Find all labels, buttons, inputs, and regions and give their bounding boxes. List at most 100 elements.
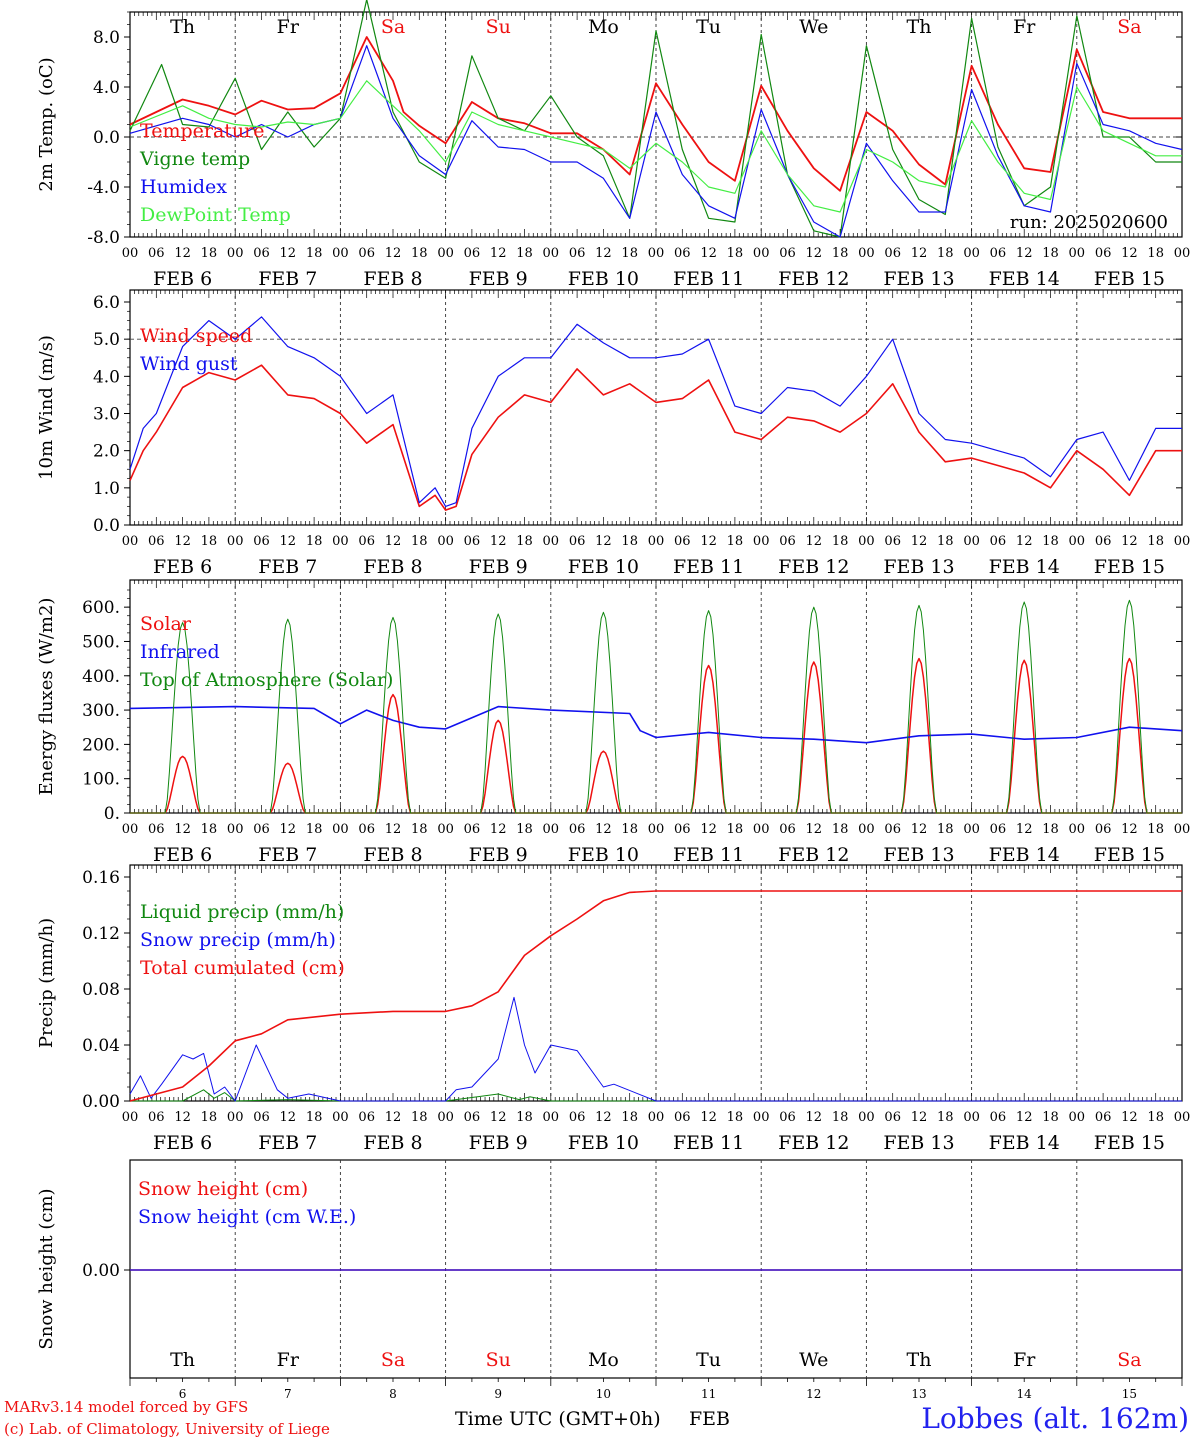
run-annotation: run: 2025020600 <box>1010 212 1168 233</box>
legend-entry: Snow height (cm) <box>138 1178 308 1200</box>
hour-tick-label: 00 <box>437 246 454 261</box>
hour-tick-label: 18 <box>516 534 533 549</box>
panel-temperature: -8.0 -4.0 0.0 4.0 8.0 2m Temp. (oC) Temperatur… <box>36 0 1190 290</box>
hour-tick-label: 12 <box>280 246 297 261</box>
weekday-label: Fr <box>277 16 300 38</box>
hour-tick-label: 12 <box>385 534 402 549</box>
legend-entry: Snow height (cm W.E.) <box>138 1206 356 1228</box>
hour-tick-label: 18 <box>832 534 849 549</box>
y-axis-label: Energy fluxes (W/m2) <box>36 598 57 796</box>
hour-tick-label: 00 <box>543 534 560 549</box>
hour-tick-label: 00 <box>648 822 665 837</box>
hour-tick-label: 06 <box>358 246 375 261</box>
hour-tick-label: 00 <box>227 822 244 837</box>
hour-tick-label: 18 <box>937 1110 954 1125</box>
hour-tick-label: 18 <box>1147 246 1164 261</box>
hour-tick-label: 18 <box>201 534 218 549</box>
y-tick-label: 200. <box>82 735 120 755</box>
y-tick-label: 6.0 <box>93 293 120 313</box>
date-label: FEB 8 <box>363 844 422 866</box>
hour-tick-label: 06 <box>674 1110 691 1125</box>
y-tick-label: 0. <box>104 804 120 824</box>
hour-tick-label: 06 <box>1095 534 1112 549</box>
date-label: FEB 10 <box>568 268 639 290</box>
hour-tick-label: 18 <box>937 822 954 837</box>
legend-entry: Wind speed <box>140 325 252 347</box>
hour-tick-label: 06 <box>253 1110 270 1125</box>
hour-tick-label: 06 <box>358 1110 375 1125</box>
weekday-label: We <box>799 1349 828 1371</box>
hour-tick-label: 00 <box>437 534 454 549</box>
hour-tick-label: 06 <box>569 822 586 837</box>
panel-energy: 0. 100. 200. 300. 400. 500. 600. Energy fluxes … <box>36 579 1190 866</box>
hour-tick-label: 12 <box>174 1110 191 1125</box>
series-line-wind-speed <box>129 364 1182 511</box>
hour-tick-label: 12 <box>385 822 402 837</box>
hour-tick-label: 00 <box>963 534 980 549</box>
y-tick-label: 0.08 <box>82 980 120 1000</box>
hour-tick-label: 00 <box>332 1110 349 1125</box>
xaxis-title: Time UTC (GMT+0h) <box>455 1408 661 1430</box>
hour-tick-label: 12 <box>490 1110 507 1125</box>
hour-tick-label: 18 <box>1042 822 1059 837</box>
hour-tick-label: 12 <box>1121 534 1138 549</box>
hour-tick-label: 06 <box>253 822 270 837</box>
hour-tick-label: 06 <box>1095 822 1112 837</box>
series-line-snow-precip-mm-h <box>129 996 1182 1102</box>
hour-tick-label: 12 <box>911 1110 928 1125</box>
hour-tick-label: 12 <box>911 822 928 837</box>
hour-tick-label: 06 <box>569 534 586 549</box>
hour-tick-label: 18 <box>411 534 428 549</box>
weekday-label: Mo <box>588 1349 619 1371</box>
hour-tick-label: 18 <box>306 822 323 837</box>
hour-tick-label: 12 <box>1016 1110 1033 1125</box>
date-label: FEB 13 <box>883 556 954 578</box>
weekday-label: Th <box>170 1349 195 1371</box>
date-label: FEB 10 <box>568 556 639 578</box>
hour-tick-label: 18 <box>1042 246 1059 261</box>
y-tick-label: 0.16 <box>82 868 120 888</box>
date-label: FEB 6 <box>153 1132 212 1154</box>
y-tick-label: 400. <box>82 667 120 687</box>
hour-tick-label: 18 <box>201 1110 218 1125</box>
hour-tick-label: 12 <box>595 1110 612 1125</box>
date-label: FEB 15 <box>1094 268 1165 290</box>
y-axis-label: 10m Wind (m/s) <box>36 335 57 480</box>
hour-tick-label: 12 <box>385 1110 402 1125</box>
hour-tick-label: 12 <box>595 246 612 261</box>
legend-entry: Liquid precip (mm/h) <box>140 901 344 923</box>
hour-tick-label: 00 <box>648 1110 665 1125</box>
hour-tick-label: 00 <box>1069 246 1086 261</box>
hour-tick-label: 18 <box>201 822 218 837</box>
date-label: FEB 14 <box>989 556 1060 578</box>
date-label: FEB 12 <box>778 844 849 866</box>
hour-tick-label: 12 <box>490 246 507 261</box>
hour-tick-label: 12 <box>911 246 928 261</box>
date-label: FEB 11 <box>673 844 744 866</box>
y-tick-label: 1.0 <box>93 479 120 499</box>
hour-tick-label: 06 <box>148 1110 165 1125</box>
hour-tick-label: 00 <box>858 822 875 837</box>
station-label: Lobbes (alt. 162m) <box>921 1402 1189 1435</box>
weekday-label: Fr <box>1013 16 1036 38</box>
hour-tick-label: 00 <box>122 1110 139 1125</box>
weekday-label: Su <box>486 1349 511 1371</box>
legend-entry: Total cumulated (cm) <box>140 957 345 979</box>
y-tick-label: 3.0 <box>93 405 120 425</box>
y-tick-label: 300. <box>82 701 120 721</box>
hour-tick-label: 06 <box>1095 246 1112 261</box>
legend-entry: Top of Atmosphere (Solar) <box>140 669 393 691</box>
weekday-label: Sa <box>381 16 405 38</box>
date-label: FEB 9 <box>469 1132 528 1154</box>
hour-tick-label: 00 <box>332 534 349 549</box>
hour-tick-label: 06 <box>253 534 270 549</box>
date-label: FEB 15 <box>1094 844 1165 866</box>
y-tick-label: 0.12 <box>82 924 120 944</box>
day-number-label: 6 <box>179 1387 187 1401</box>
legend-entry: Vigne temp <box>139 148 250 170</box>
y-tick-label: 100. <box>82 770 120 790</box>
hour-tick-label: 00 <box>1069 1110 1086 1125</box>
y-tick-label: 2.0 <box>93 442 120 462</box>
hour-tick-label: 12 <box>700 534 717 549</box>
hour-tick-label: 00 <box>753 822 770 837</box>
